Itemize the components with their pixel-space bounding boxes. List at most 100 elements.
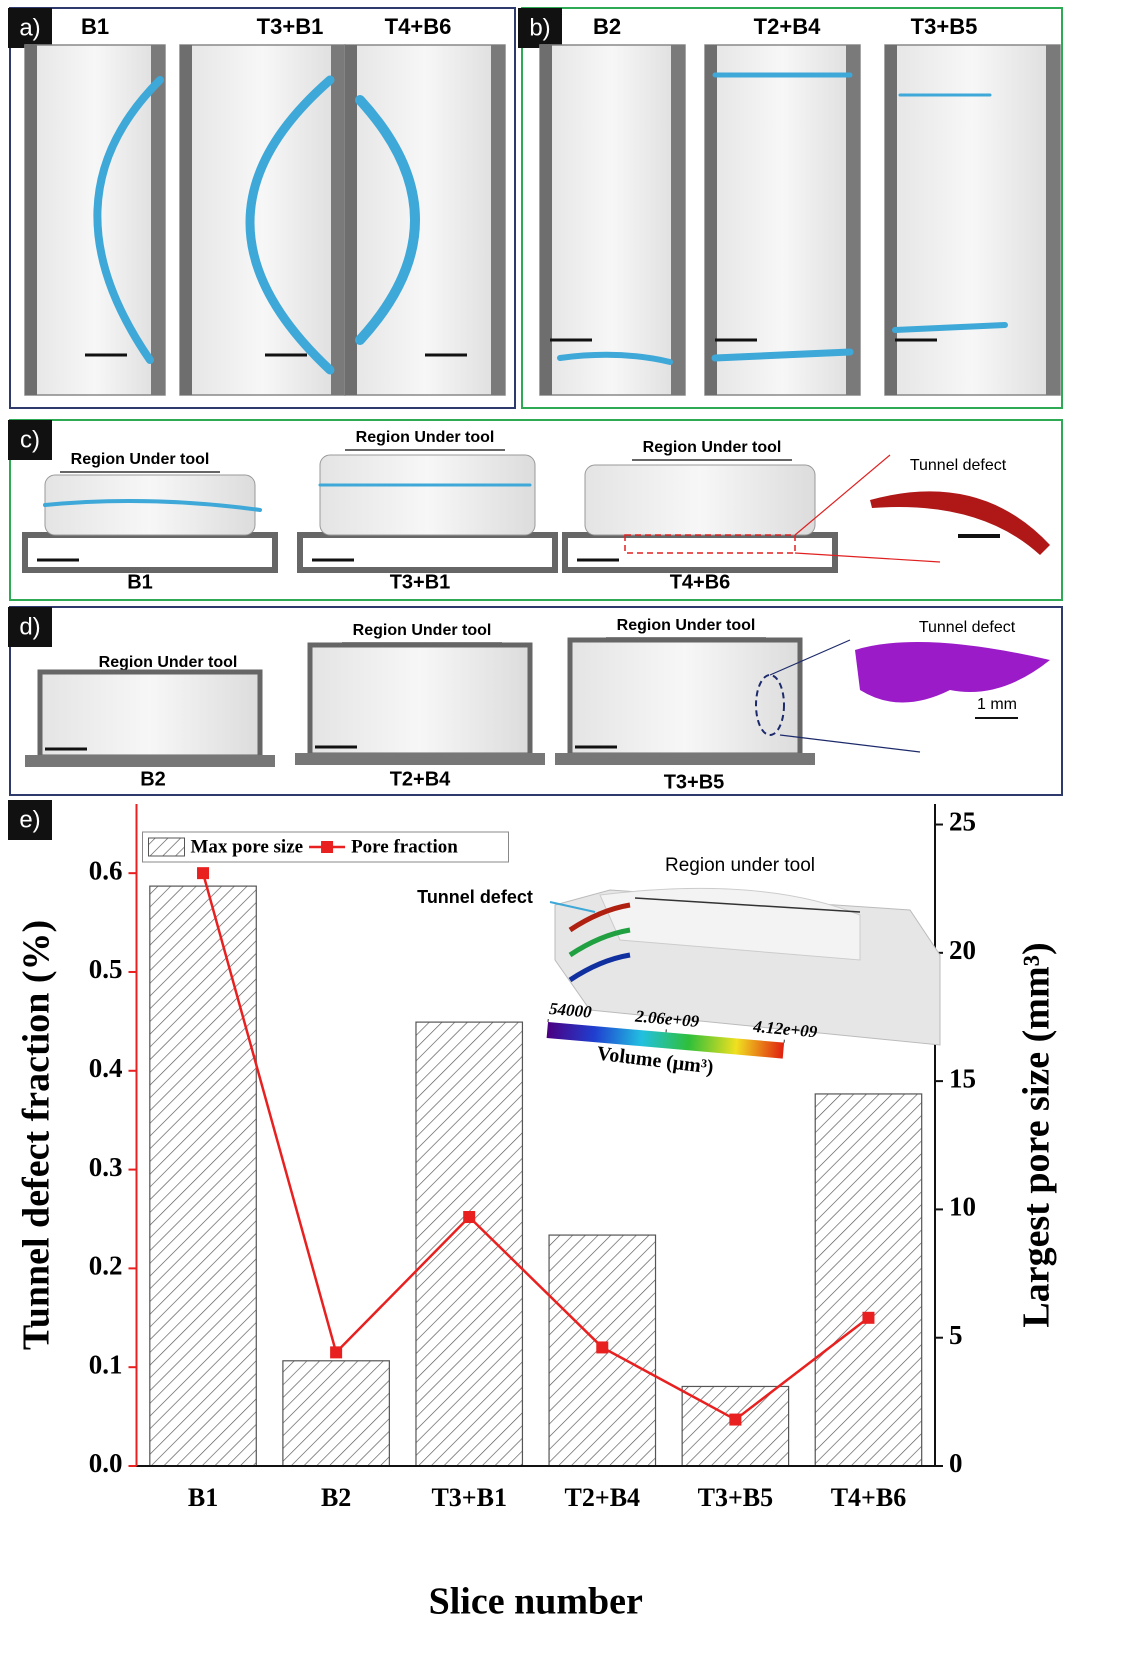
pore: [43, 499, 262, 512]
legend-swatch: [321, 841, 334, 853]
render-edge: [540, 45, 552, 395]
render-edge: [1046, 45, 1060, 395]
panel-frame: [9, 419, 1063, 601]
inset-defect-label: Tunnel defect: [417, 887, 533, 907]
y2-axis-title: Largest pore size (mm³): [1016, 942, 1058, 1327]
legend-label: Max pore size: [191, 836, 304, 857]
view-label: T3+B1: [390, 571, 451, 593]
panel-label-box: [518, 8, 562, 48]
inset-pore: [568, 927, 631, 958]
defect-box: [624, 534, 796, 554]
y2-tick-label: 10: [949, 1192, 976, 1222]
y-axis-title: Tunnel defect fraction (%): [16, 920, 58, 1350]
render-edge: [331, 45, 345, 395]
bar: [149, 885, 257, 1467]
render: [344, 44, 506, 396]
panel-label-box: [8, 800, 52, 840]
x-tick-label: B1: [188, 1483, 218, 1512]
y-tick-label: 0.0: [89, 1448, 123, 1478]
marker: [862, 1311, 875, 1324]
colorbar: 54000 2.06e+09 4.12e+09: [546, 999, 818, 1059]
render-edge: [671, 45, 685, 395]
panel-frame: [9, 606, 1063, 796]
y-tick-label: 0.3: [89, 1152, 123, 1182]
render-base: [295, 753, 545, 765]
panel-label: e): [19, 806, 40, 833]
render-base: [25, 755, 275, 767]
view-label: T3+B5: [664, 771, 725, 793]
render-edge: [151, 45, 165, 395]
y-tick-label: 0.2: [89, 1251, 123, 1281]
panel-label-box: [8, 8, 52, 48]
marker: [330, 1346, 343, 1359]
y2-tick-label: 20: [949, 935, 976, 965]
defect-marker: [755, 674, 785, 736]
y-tick-label: 0.5: [89, 954, 123, 984]
render-base: [555, 753, 815, 765]
chart: 0.0 0.1 0.2 0.3 0.4 0.5 0.6 0 5 10 15 20 25 B1 B2 T3+B1…: [16, 804, 1058, 1623]
marker: [596, 1341, 609, 1354]
bar: [415, 1021, 524, 1467]
view-label: B2: [140, 768, 166, 790]
render: [37, 669, 263, 760]
panel-frame: [9, 7, 516, 409]
y-tick-label: 0.6: [89, 855, 123, 885]
region-label: Region Under tool: [356, 429, 495, 446]
render: [307, 642, 533, 758]
colorbar-ramp: [546, 1021, 785, 1059]
view-label: B2: [593, 14, 621, 39]
view-label: B1: [127, 571, 153, 593]
render-edge: [345, 45, 357, 395]
render: [539, 44, 686, 396]
x-axis-title: Slice number: [429, 1581, 643, 1623]
region-label: Region Under tool: [617, 617, 756, 634]
scale-label: 1 mm: [977, 696, 1017, 713]
inset-pore: [568, 952, 631, 983]
inset-arrow: [634, 897, 861, 913]
render: [884, 44, 1061, 396]
view-label: T3+B5: [911, 14, 978, 39]
panel-frame: [521, 7, 1063, 409]
render-base: [22, 532, 278, 573]
pore: [711, 348, 854, 362]
render: [319, 454, 536, 536]
y2-tick-label: 15: [949, 1063, 976, 1093]
render: [704, 44, 861, 396]
y-tick-label: 0.4: [89, 1053, 123, 1083]
pore: [93, 76, 164, 364]
y2-tick-label: 5: [949, 1320, 963, 1350]
render: [179, 44, 346, 396]
panel-label: d): [19, 613, 40, 640]
line: [201, 872, 870, 1422]
pore: [245, 75, 335, 375]
pore: [892, 322, 1008, 333]
x-tick-label: T3+B1: [431, 1483, 507, 1512]
panel-label: c): [20, 426, 40, 453]
region-label: Region Under tool: [353, 622, 492, 639]
defect-label: Tunnel defect: [919, 619, 1016, 636]
render: [567, 637, 803, 758]
inset-region-label: Region under tool: [665, 855, 815, 876]
marker: [463, 1211, 476, 1224]
view-label: T2+B4: [754, 14, 821, 39]
panel-label-box: [8, 420, 52, 460]
defect-render: [870, 491, 1050, 555]
inset-render: [599, 887, 861, 961]
panels: a) B1 T3+B1 T4+B6 b) B2 T2+B4 T3+B5 c) Region Und…: [8, 7, 1063, 840]
defect-label: Tunnel defect: [910, 457, 1007, 474]
render-edge: [491, 45, 505, 395]
view-label: T3+B1: [257, 14, 324, 39]
y-tick-label: 0.1: [89, 1349, 123, 1379]
view-label: T4+B6: [670, 571, 731, 593]
pore: [355, 95, 420, 345]
panel-label: b): [529, 14, 550, 41]
render-edge: [180, 45, 192, 395]
render-edge: [25, 45, 37, 395]
panel-label-box: [8, 607, 52, 647]
x-tick-label: T3+B5: [698, 1483, 774, 1512]
region-label: Region Under tool: [643, 439, 782, 456]
bar: [814, 1093, 923, 1467]
marker: [197, 867, 210, 880]
legend-label: Pore fraction: [351, 836, 458, 857]
